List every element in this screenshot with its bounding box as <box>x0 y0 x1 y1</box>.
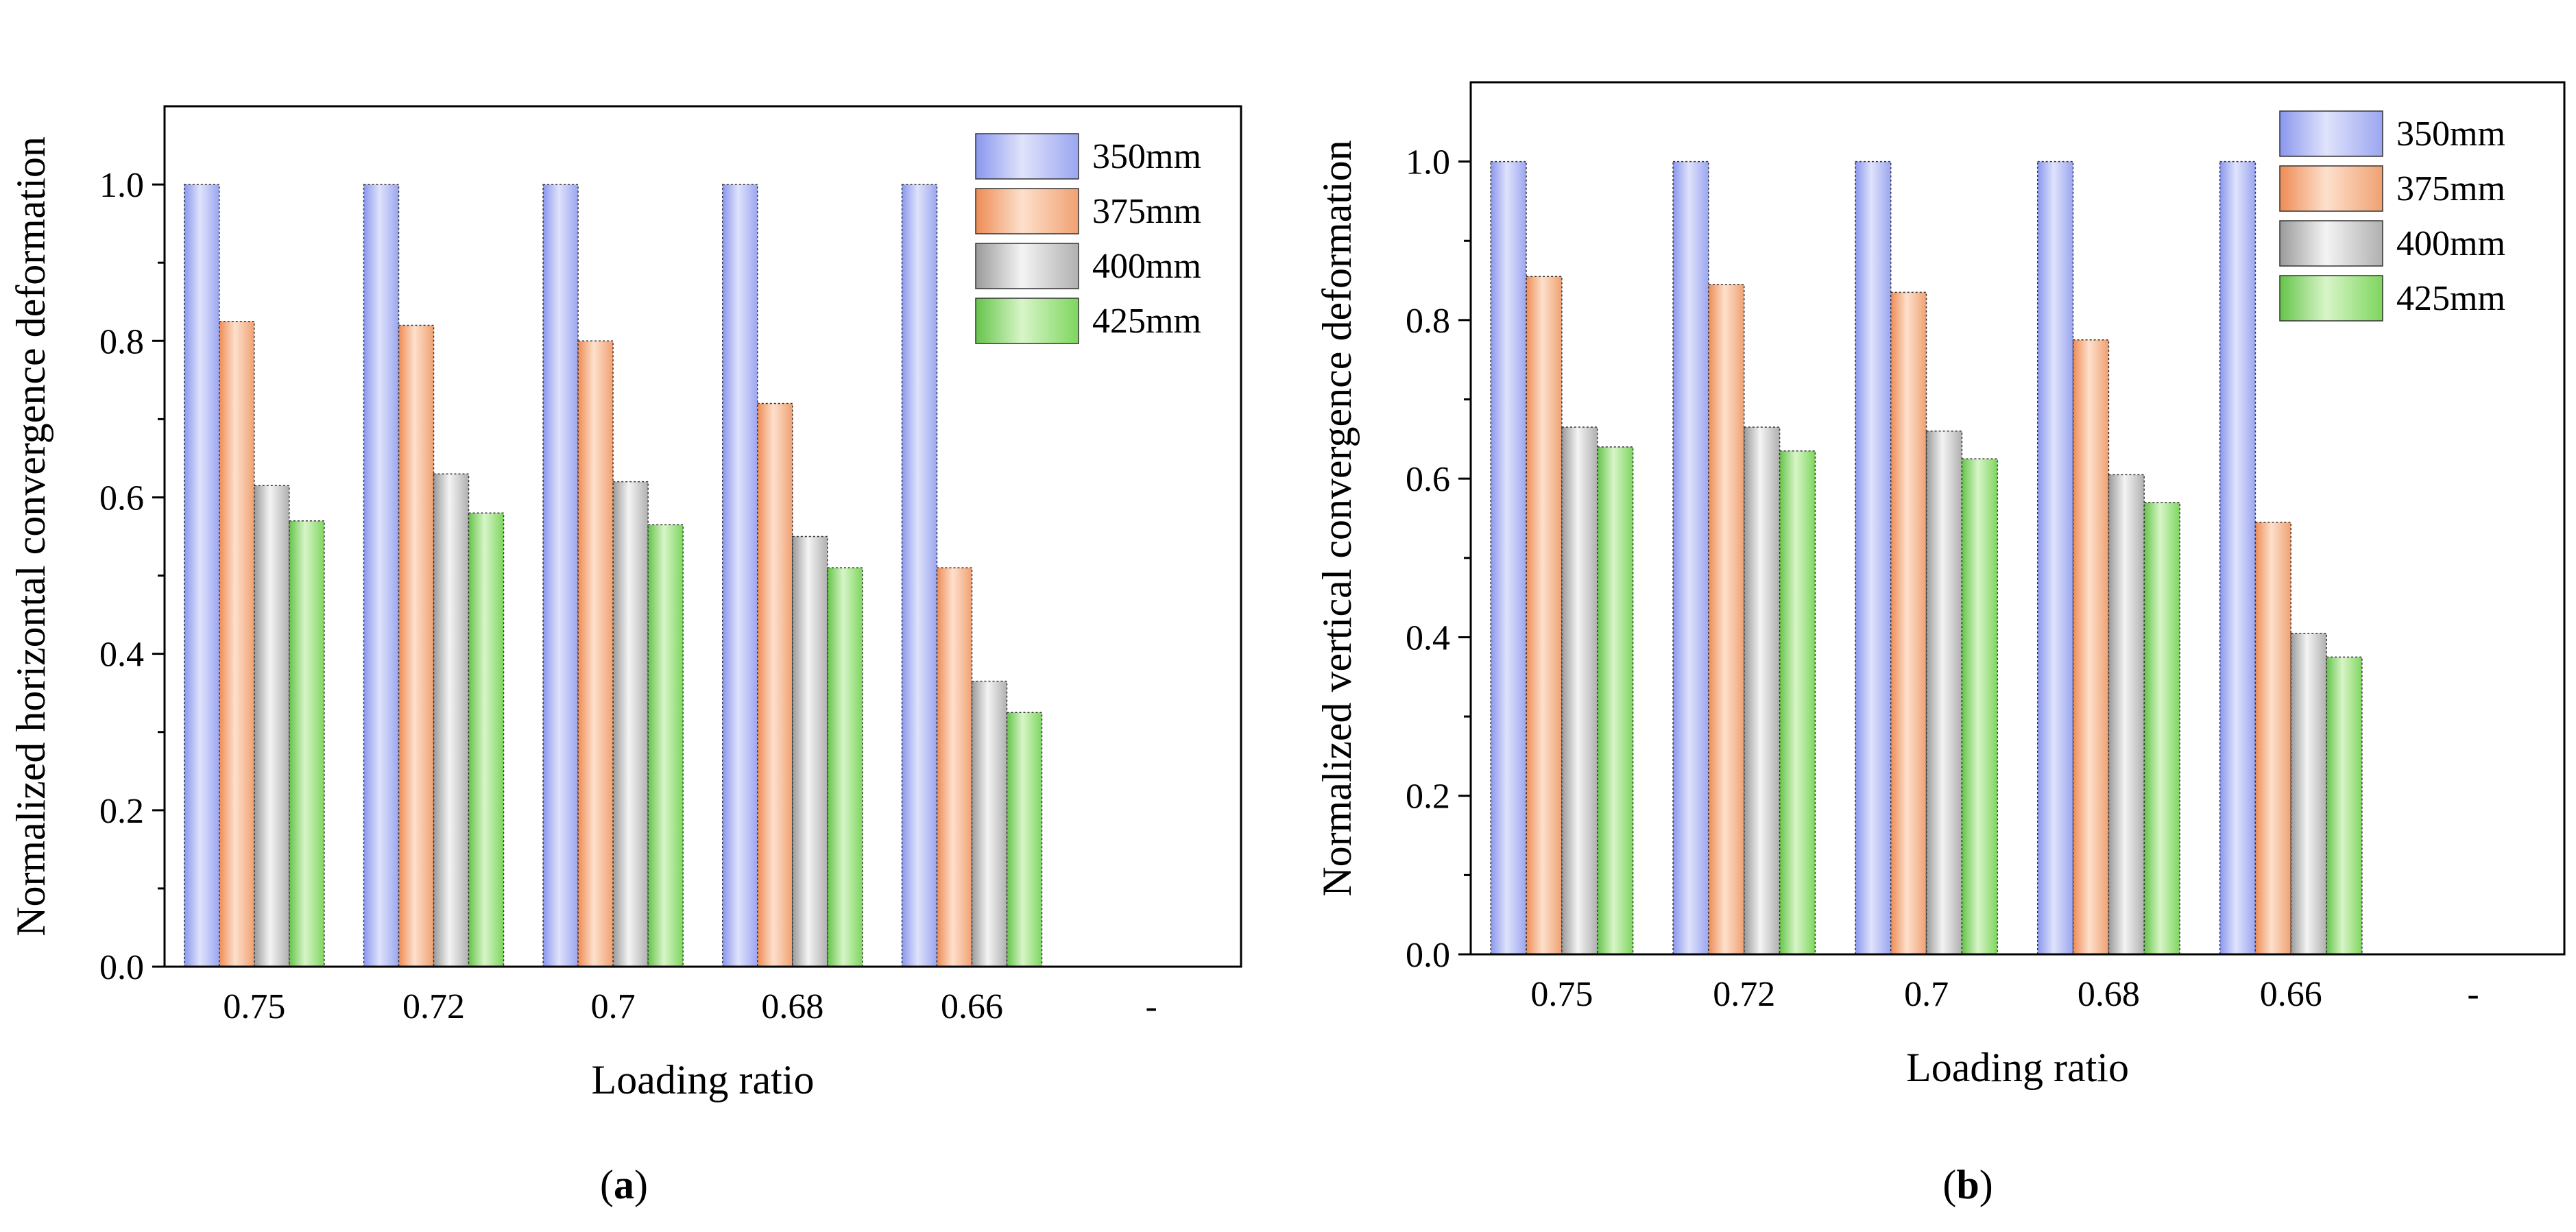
bar-b-425mm-0-7 <box>1961 458 1998 955</box>
panel-label-a: (a) <box>600 1162 648 1207</box>
bar-b-425mm-0-68 <box>2143 502 2180 955</box>
y-axis: 0.0 0.2 0.4 0.6 0.8 1.0 <box>99 166 165 987</box>
y-tick-label: 0.2 <box>1406 777 1450 817</box>
legend-swatch-425mm <box>975 298 1079 344</box>
y-tick-label: 0.6 <box>99 479 144 518</box>
bar-a-375mm-0-72 <box>398 324 435 967</box>
bar-b-350mm-0-66 <box>2219 160 2256 955</box>
y-tick-label: 1.0 <box>99 166 144 205</box>
legend-swatch-375mm <box>975 188 1079 234</box>
bar-b-400mm-0-68 <box>2108 474 2145 955</box>
x-tick-label: 0.7 <box>1904 975 1949 1014</box>
bar-a-350mm-0-66 <box>901 184 938 967</box>
bar-b-400mm-0-75 <box>1561 426 1598 955</box>
bar-a-350mm-0-72 <box>363 184 400 967</box>
legend-label-425mm: 425mm <box>2396 279 2505 318</box>
bar-b-425mm-0-75 <box>1597 446 1634 955</box>
x-tick-label: 0.75 <box>223 987 285 1026</box>
x-tick-label: 0.66 <box>2260 975 2322 1014</box>
chart-panel-b: 0.0 0.2 0.4 0.6 0.8 1.0 0.75 0.72 0.7 0.68 0.66 - Lo… <box>1314 81 2566 1090</box>
x-axis: 0.75 0.72 0.7 0.68 0.66 - <box>1530 975 2479 1014</box>
legend-label-350mm: 350mm <box>2396 114 2505 154</box>
x-axis-title: Loading ratio <box>1906 1045 2129 1090</box>
chart-panel-a: 0.0 0.2 0.4 0.6 0.8 1.0 0.75 0.72 0.7 0.68 0.66 - Lo… <box>8 105 1242 1102</box>
plot-frame <box>1469 81 2566 956</box>
bar-b-425mm-0-66 <box>2326 656 2363 955</box>
bar-b-350mm-0-75 <box>1490 160 1527 955</box>
legend-label-375mm: 375mm <box>1092 192 1201 231</box>
x-tick-label: 0.7 <box>591 987 636 1026</box>
legend-swatch-400mm <box>975 243 1079 289</box>
bars <box>1490 160 2363 955</box>
x-tick-label: - <box>1146 987 1157 1026</box>
bar-a-425mm-0-68 <box>827 567 863 967</box>
bar-b-400mm-0-72 <box>1744 426 1781 955</box>
plot-frame <box>163 105 1242 968</box>
legend-label-350mm: 350mm <box>1092 137 1201 176</box>
legend-swatch-350mm <box>975 133 1079 180</box>
y-tick-label: 0.8 <box>1406 302 1450 341</box>
bar-a-400mm-0-66 <box>971 680 1008 967</box>
x-tick-label: 0.68 <box>761 987 823 1026</box>
bar-a-350mm-0-68 <box>722 184 758 967</box>
x-axis-title: Loading ratio <box>592 1057 815 1102</box>
bar-b-400mm-0-66 <box>2290 632 2327 955</box>
x-tick-label: 0.68 <box>2078 975 2140 1014</box>
panel-label-b: (b) <box>1942 1162 1993 1207</box>
bar-a-400mm-0-68 <box>792 535 828 967</box>
legend-swatch-400mm <box>2279 220 2383 267</box>
bar-a-425mm-0-7 <box>647 524 684 967</box>
x-axis: 0.75 0.72 0.7 0.68 0.66 - <box>223 987 1157 1026</box>
y-tick-label: 0.0 <box>99 948 144 987</box>
bar-b-375mm-0-66 <box>2254 522 2291 955</box>
bar-b-375mm-0-75 <box>1526 276 1563 955</box>
bar-b-350mm-0-68 <box>2036 160 2074 955</box>
legend-label-400mm: 400mm <box>1092 247 1201 286</box>
bar-a-400mm-0-75 <box>254 485 290 967</box>
y-tick-label: 0.0 <box>1406 936 1450 975</box>
bar-b-350mm-0-7 <box>1855 160 1892 955</box>
y-tick-label: 0.6 <box>1406 460 1450 499</box>
legend-label-375mm: 375mm <box>2396 169 2505 208</box>
bar-a-425mm-0-75 <box>289 520 325 967</box>
y-axis-title: Normalized horizontal convergence deform… <box>8 136 53 937</box>
bar-a-375mm-0-75 <box>219 321 255 967</box>
x-tick-label: 0.66 <box>941 987 1003 1026</box>
y-tick-label: 0.4 <box>1406 618 1450 657</box>
y-tick-label: 0.4 <box>99 636 144 675</box>
bar-b-375mm-0-72 <box>1708 284 1745 955</box>
bar-a-425mm-0-66 <box>1006 712 1043 967</box>
bar-a-350mm-0-7 <box>542 184 579 967</box>
bar-a-400mm-0-72 <box>433 473 470 967</box>
y-tick-label: 0.2 <box>99 792 144 831</box>
bar-b-425mm-0-72 <box>1779 450 1816 955</box>
bar-a-375mm-0-68 <box>757 402 793 967</box>
y-tick-label: 1.0 <box>1406 143 1450 182</box>
y-axis-title: Normalized vertical convergence deformat… <box>1314 140 1360 896</box>
bar-a-400mm-0-7 <box>612 481 649 967</box>
y-axis: 0.0 0.2 0.4 0.6 0.8 1.0 <box>1406 143 1471 975</box>
legend: 350mm 375mm 400mm 425mm <box>2279 110 2505 322</box>
x-tick-label: 0.72 <box>1713 975 1775 1014</box>
x-tick-label: 0.75 <box>1530 975 1593 1014</box>
bars <box>184 184 1043 967</box>
legend-swatch-425mm <box>2279 275 2383 322</box>
bar-a-350mm-0-75 <box>184 184 220 967</box>
legend: 350mm 375mm 400mm 425mm <box>975 133 1201 344</box>
x-tick-label: - <box>2467 975 2479 1014</box>
bar-a-375mm-0-66 <box>936 567 973 967</box>
legend-swatch-350mm <box>2279 110 2383 157</box>
x-tick-label: 0.72 <box>402 987 465 1026</box>
legend-label-425mm: 425mm <box>1092 302 1201 341</box>
bar-b-375mm-0-68 <box>2072 339 2110 955</box>
bar-a-375mm-0-7 <box>577 340 614 967</box>
bar-b-375mm-0-7 <box>1890 291 1927 955</box>
bar-b-350mm-0-72 <box>1672 160 1709 955</box>
bar-b-400mm-0-7 <box>1925 431 1963 955</box>
legend-swatch-375mm <box>2279 165 2383 212</box>
legend-label-400mm: 400mm <box>2396 224 2505 263</box>
bar-a-425mm-0-72 <box>468 512 505 967</box>
y-tick-label: 0.8 <box>99 322 144 361</box>
